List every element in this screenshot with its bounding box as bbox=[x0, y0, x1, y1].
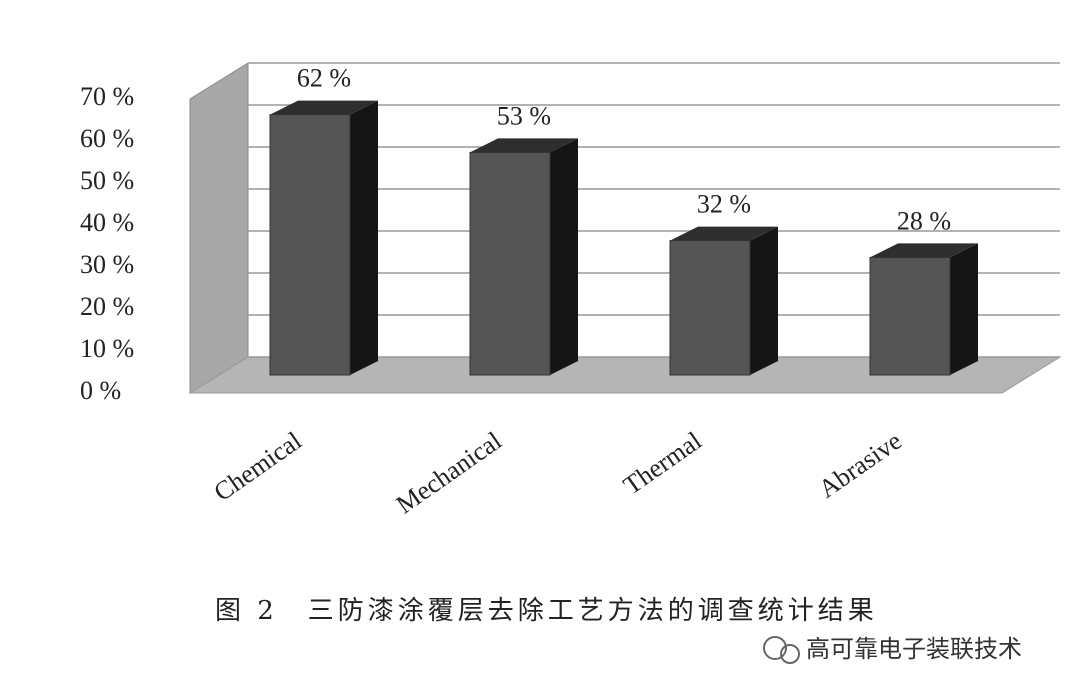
value-label: 53 % bbox=[497, 101, 551, 130]
side-wall bbox=[189, 62, 249, 394]
watermark-icon bbox=[763, 636, 800, 664]
x-tick-label: Mechanical bbox=[391, 426, 507, 519]
bar-top bbox=[470, 138, 578, 153]
bar-top bbox=[870, 243, 978, 258]
bar-top bbox=[270, 100, 378, 115]
y-tick-label: 60 % bbox=[80, 124, 134, 153]
y-tick-label: 40 % bbox=[80, 208, 134, 237]
bar-side bbox=[750, 226, 778, 375]
x-tick-label: Thermal bbox=[618, 426, 707, 500]
bar-side bbox=[550, 138, 578, 375]
x-tick-label: Abrasive bbox=[813, 426, 907, 504]
y-tick-label: 0 % bbox=[80, 376, 121, 405]
value-label: 62 % bbox=[297, 64, 351, 93]
watermark: 高可靠电子装联技术 bbox=[806, 635, 1022, 663]
bar-side bbox=[950, 243, 978, 375]
y-tick-label: 30 % bbox=[80, 250, 134, 279]
bar bbox=[869, 256, 951, 376]
bar-side bbox=[350, 100, 378, 375]
bar-top bbox=[670, 226, 778, 241]
bar bbox=[469, 151, 551, 376]
bar bbox=[669, 240, 751, 376]
x-tick-label: Chemical bbox=[209, 426, 307, 507]
bar bbox=[269, 114, 351, 376]
y-tick-label: 10 % bbox=[80, 334, 134, 363]
y-tick-label: 50 % bbox=[80, 166, 134, 195]
value-label: 28 % bbox=[897, 206, 951, 235]
figure-caption: 图 2 三防漆涂覆层去除工艺方法的调查统计结果 bbox=[215, 596, 878, 626]
y-tick-label: 20 % bbox=[80, 292, 134, 321]
y-tick-label: 70 % bbox=[80, 82, 134, 111]
value-label: 32 % bbox=[697, 190, 751, 219]
